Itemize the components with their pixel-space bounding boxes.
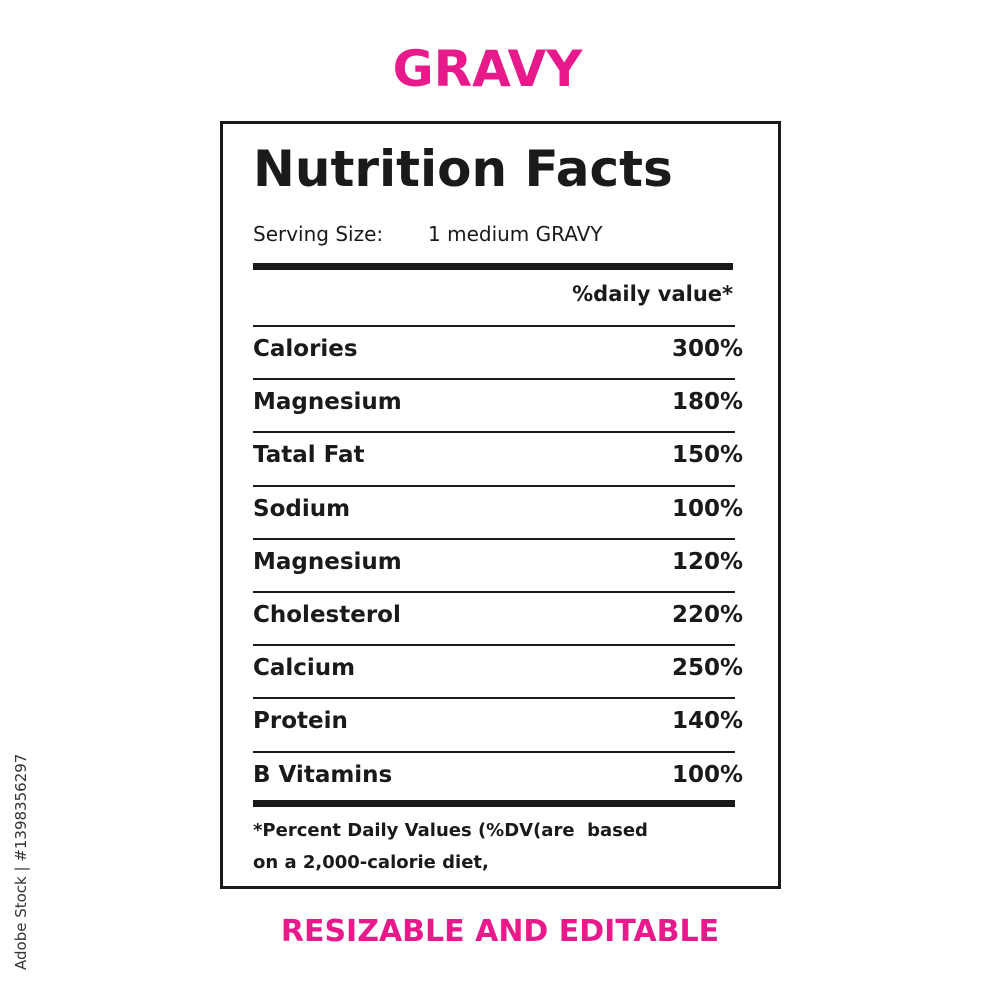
nutrient-name: Calcium: [253, 655, 356, 682]
nutrient-name: Magnesium: [253, 548, 402, 575]
row-rule: [253, 325, 735, 327]
row-rule: [253, 537, 735, 540]
nutrient-name: Sodium: [253, 495, 351, 522]
row-rule: [253, 750, 735, 753]
thick-rule: [253, 263, 733, 270]
nutrient-value: 220%: [671, 602, 743, 628]
footnote-line: *Percent Daily Values (%DV(are based: [253, 820, 648, 841]
thick-rule: [253, 800, 735, 807]
row-rule: [253, 431, 735, 434]
footnote-line: on a 2,000-calorie diet,: [253, 852, 489, 873]
nutrient-name: Protein: [253, 708, 348, 735]
caption: RESIZABLE AND EDITABLE: [280, 914, 720, 949]
nutrient-value: 100%: [671, 495, 743, 522]
nutrient-name: B Vitamins: [253, 761, 393, 788]
row-rule: [253, 378, 735, 381]
nutrient-value: 140%: [671, 708, 743, 735]
nutrient-value: 150%: [671, 442, 743, 469]
watermark: Adobe Stock | #1398356297: [12, 753, 30, 970]
serving-value: 1 medium GRAVY: [428, 222, 603, 246]
nutrient-name: Calories: [253, 336, 358, 362]
product-title: GRAVY: [392, 40, 583, 98]
row-rule: [253, 484, 735, 487]
nutrient-value: 300%: [671, 336, 743, 362]
nutrient-name: Cholesterol: [253, 602, 401, 628]
nutrient-name: Magnesium: [253, 389, 402, 416]
label-heading: Nutrition Facts: [253, 140, 673, 198]
serving-label: Serving Size:: [253, 222, 384, 246]
nutrient-name: Tatal Fat: [253, 442, 365, 469]
nutrient-value: 100%: [671, 761, 743, 788]
row-rule: [253, 591, 735, 593]
nutrient-value: 250%: [671, 655, 743, 682]
row-rule: [253, 644, 735, 647]
nutrition-label: [220, 121, 781, 889]
row-rule: [253, 697, 735, 700]
nutrient-value: 120%: [671, 548, 743, 575]
nutrient-value: 180%: [671, 389, 743, 416]
column-header: %daily value*: [572, 282, 733, 306]
